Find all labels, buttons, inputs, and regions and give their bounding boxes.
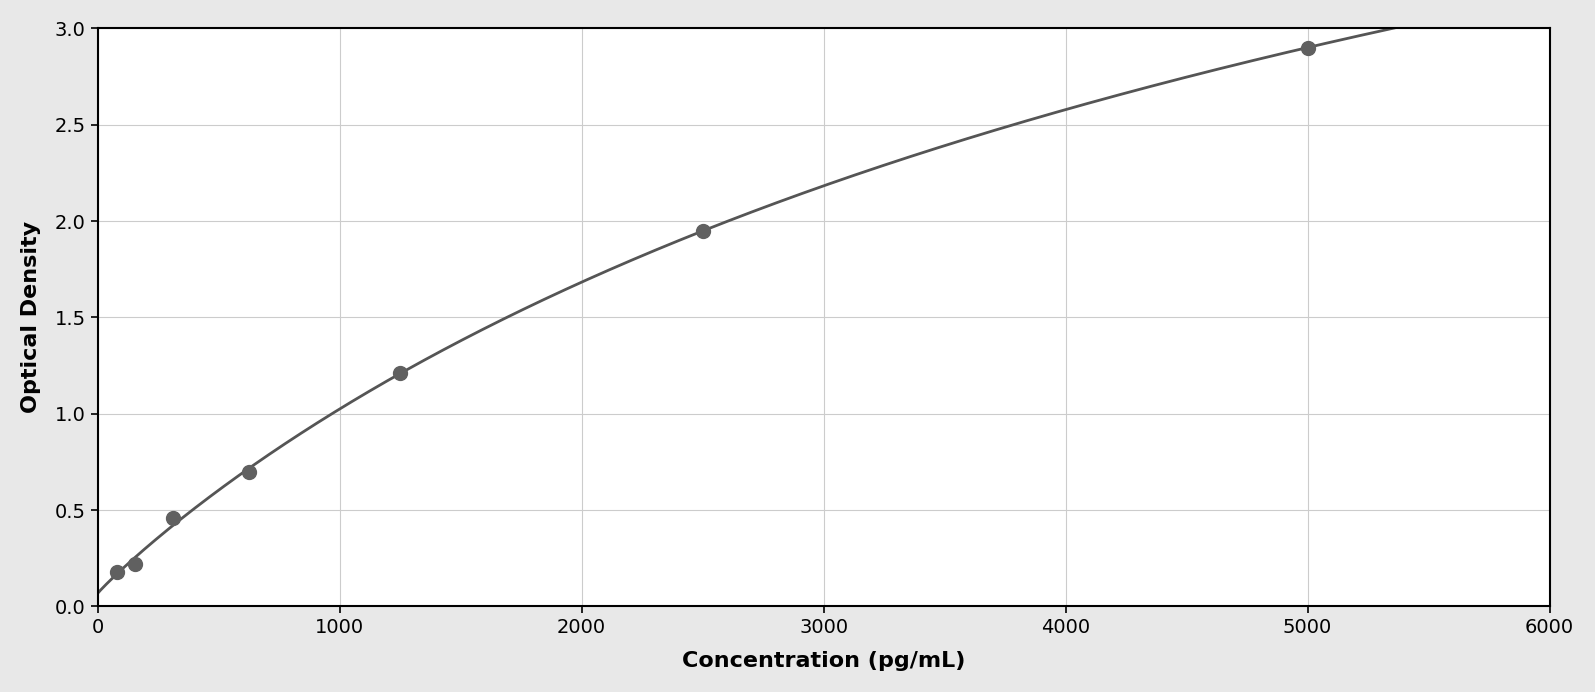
Point xyxy=(388,367,413,379)
Point xyxy=(236,466,262,477)
Y-axis label: Optical Density: Optical Density xyxy=(21,221,41,413)
Point xyxy=(691,225,716,236)
X-axis label: Concentration (pg/mL): Concentration (pg/mL) xyxy=(683,651,965,671)
Point xyxy=(1295,42,1321,53)
Point xyxy=(123,558,148,570)
Point xyxy=(161,512,187,523)
Point xyxy=(104,566,129,577)
